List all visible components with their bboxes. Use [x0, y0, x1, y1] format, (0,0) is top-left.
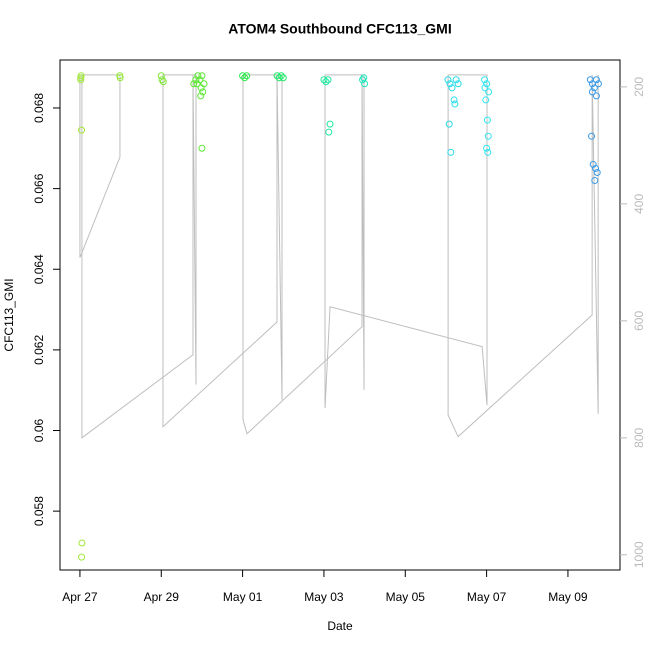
x-tick-label: May 03	[304, 590, 344, 604]
y-tick-label: 0.062	[32, 335, 46, 365]
data-point	[241, 74, 249, 82]
y2-tick-label: 200	[632, 77, 646, 97]
data-point	[193, 80, 201, 88]
data-point	[446, 80, 454, 88]
y-tick-label: 0.068	[32, 93, 46, 123]
data-point	[592, 76, 600, 84]
data-point	[198, 144, 206, 152]
data-point	[275, 74, 283, 82]
data-point	[450, 96, 458, 104]
data-point	[593, 168, 601, 176]
data-point	[324, 76, 332, 84]
data-point	[200, 80, 208, 88]
data-point	[322, 78, 330, 86]
data-point	[483, 116, 491, 124]
data-point	[277, 72, 285, 80]
y2-tick-label: 600	[632, 311, 646, 331]
y2-tick-label: 800	[632, 427, 646, 447]
chart-title: ATOM4 Southbound CFC113_GMI	[228, 21, 452, 37]
data-point	[78, 553, 86, 561]
y2-tick-label: 400	[632, 194, 646, 214]
y-tick-label: 0.06	[32, 419, 46, 443]
data-point	[454, 80, 462, 88]
data-point	[483, 144, 491, 152]
data-point	[481, 76, 489, 84]
data-point	[588, 132, 596, 140]
data-point	[243, 72, 251, 80]
plot-frame	[59, 59, 621, 571]
data-point	[190, 80, 198, 88]
data-point	[445, 120, 453, 128]
data-point	[77, 76, 85, 84]
data-point	[326, 120, 334, 128]
data-point	[78, 126, 86, 134]
data-point	[239, 72, 247, 80]
data-point	[484, 132, 492, 140]
data-point	[485, 88, 493, 96]
data-point	[482, 96, 490, 104]
data-point	[592, 164, 600, 172]
data-point	[452, 76, 460, 84]
data-point	[157, 72, 165, 80]
data-point	[592, 92, 600, 100]
data-point	[448, 84, 456, 92]
data-point	[194, 72, 202, 80]
x-tick-label: Apr 27	[62, 590, 98, 604]
data-point	[77, 74, 85, 82]
data-point	[197, 92, 205, 100]
profile-line	[79, 74, 599, 439]
data-point	[320, 76, 328, 84]
data-point	[198, 72, 206, 80]
data-point	[590, 84, 598, 92]
y-tick-label: 0.058	[32, 496, 46, 526]
data-point	[325, 128, 333, 136]
data-point	[273, 72, 281, 80]
data-point	[588, 88, 596, 96]
data-point	[481, 84, 489, 92]
data-point	[360, 74, 368, 82]
x-tick-label: Apr 29	[144, 590, 180, 604]
x-tick-label: May 07	[467, 590, 507, 604]
data-point	[116, 74, 124, 82]
y2-tick-label: 1000	[632, 541, 646, 568]
x-axis-label: Date	[327, 619, 353, 633]
data-point	[279, 74, 287, 82]
data-point	[483, 80, 491, 88]
x-tick-label: May 01	[223, 590, 263, 604]
data-point	[192, 76, 200, 84]
data-point	[78, 539, 86, 547]
y-axis-label: CFC113_GMI	[2, 278, 16, 351]
x-tick-label: May 05	[386, 590, 426, 604]
data-point	[447, 148, 455, 156]
data-point	[484, 148, 492, 156]
data-point	[199, 88, 207, 96]
data-point	[444, 76, 452, 84]
y-tick-label: 0.066	[32, 173, 46, 203]
data-point	[591, 177, 599, 185]
data-point	[594, 80, 602, 88]
x-tick-label: May 09	[548, 590, 588, 604]
data-point	[451, 100, 459, 108]
data-point	[159, 78, 167, 86]
y-tick-label: 0.064	[32, 254, 46, 284]
